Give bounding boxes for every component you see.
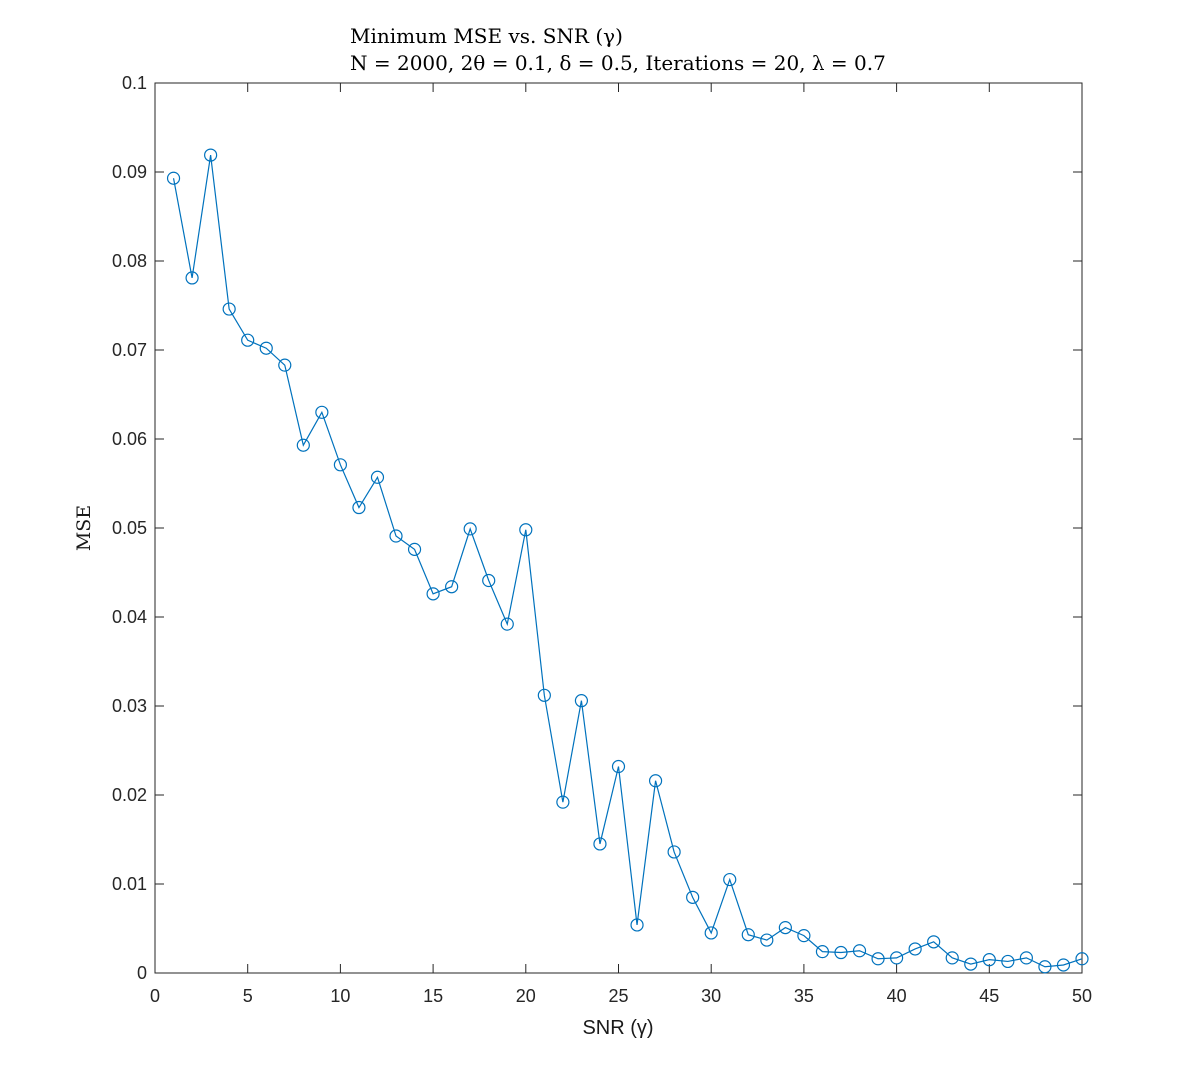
data-point-marker — [834, 945, 848, 960]
data-point-marker — [445, 580, 459, 594]
data-point-marker — [278, 358, 292, 372]
series-line — [172, 155, 1083, 968]
chart-subtitle: N = 2000, 2θ = 0.1, δ = 0.5, Iterations … — [350, 51, 886, 75]
y-tick-label: 0 — [137, 963, 147, 983]
y-tick-label: 0.05 — [112, 518, 147, 538]
data-point-marker — [760, 933, 774, 947]
data-point-marker — [222, 302, 236, 316]
data-point-marker — [741, 928, 755, 942]
data-point-marker — [426, 587, 440, 601]
data-point-marker — [945, 951, 959, 965]
data-point-marker — [407, 542, 422, 556]
data-point-marker — [166, 171, 181, 185]
data-point-marker — [630, 918, 644, 932]
data-point-marker — [1056, 958, 1071, 972]
data-point-marker — [1038, 960, 1052, 974]
x-tick-label: 5 — [243, 986, 253, 1006]
y-tick-label: 0.1 — [122, 73, 147, 93]
y-tick-label: 0.02 — [112, 785, 147, 805]
series-layer — [166, 148, 1089, 974]
data-point-marker — [389, 529, 403, 543]
data-point-marker — [593, 837, 607, 851]
data-point-marker — [797, 929, 811, 943]
x-tick-label: 20 — [516, 986, 536, 1006]
data-point-marker — [778, 921, 792, 935]
data-point-marker — [648, 774, 663, 788]
data-point-marker — [204, 148, 218, 162]
chart-title: Minimum MSE vs. SNR (γ) — [350, 24, 623, 48]
data-point-marker — [556, 795, 570, 809]
data-point-marker — [482, 573, 496, 588]
data-point-marker — [686, 890, 700, 904]
data-point-marker — [982, 953, 996, 967]
data-point-marker — [352, 500, 366, 515]
x-tick-label: 10 — [330, 986, 350, 1006]
plot-area — [154, 82, 1083, 974]
x-tick-label: 15 — [423, 986, 443, 1006]
y-tick-label: 0.01 — [112, 874, 147, 894]
data-point-marker — [574, 694, 589, 708]
data-point-marker — [964, 957, 978, 971]
y-axis-label: MSE — [73, 505, 95, 551]
x-axis-label: SNR (γ) — [582, 1017, 653, 1039]
data-point-marker — [871, 952, 885, 966]
data-point-marker — [296, 438, 310, 452]
x-tick-label: 50 — [1072, 986, 1092, 1006]
data-point-marker — [1075, 952, 1089, 966]
y-tick-label: 0.03 — [112, 696, 147, 716]
data-point-marker — [611, 759, 626, 774]
x-tick-label: 35 — [794, 986, 814, 1006]
x-axis-ticks: 0 5 10 15 20 25 30 35 40 45 50 — [150, 83, 1092, 1006]
data-point-marker — [537, 688, 551, 702]
data-point-marker — [889, 951, 904, 965]
x-tick-label: 45 — [979, 986, 999, 1006]
data-point-marker — [241, 333, 255, 347]
data-point-marker — [667, 845, 681, 859]
data-point-marker — [315, 405, 329, 419]
data-point-marker — [723, 872, 737, 887]
data-point-marker — [259, 341, 273, 355]
y-tick-label: 0.06 — [112, 429, 147, 449]
y-tick-label: 0.07 — [112, 340, 147, 360]
data-point-marker — [370, 470, 385, 484]
y-tick-label: 0.09 — [112, 162, 147, 182]
data-point-marker — [815, 945, 830, 959]
data-point-marker — [704, 926, 718, 940]
data-point-marker — [1019, 951, 1033, 965]
data-point-marker — [185, 271, 199, 285]
data-point-marker — [908, 942, 922, 956]
y-tick-label: 0.04 — [112, 607, 147, 627]
x-tick-label: 25 — [608, 986, 628, 1006]
y-tick-label: 0.08 — [112, 251, 147, 271]
x-tick-label: 0 — [150, 986, 160, 1006]
data-point-marker — [1001, 954, 1015, 969]
x-tick-label: 30 — [701, 986, 721, 1006]
data-point-marker — [500, 617, 514, 631]
y-axis-ticks: 0 0.01 0.02 0.03 0.04 0.05 0.06 0.07 0.08 0.09 0.1 — [112, 73, 1082, 983]
data-point-marker — [852, 944, 867, 958]
data-point-marker — [333, 458, 347, 472]
data-point-marker — [519, 523, 533, 537]
data-point-marker — [927, 935, 941, 949]
x-tick-label: 40 — [887, 986, 907, 1006]
data-point-marker — [463, 522, 477, 536]
